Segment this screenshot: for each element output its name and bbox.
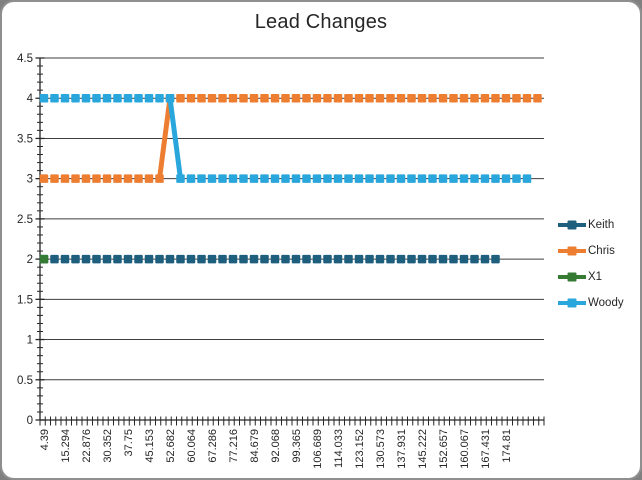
svg-text:0.5: 0.5 [17, 375, 33, 387]
legend-item-x1[interactable]: X1 [558, 271, 624, 283]
series-keith[interactable] [39, 254, 500, 264]
svg-text:174.81: 174.81 [501, 429, 513, 463]
legend-item-chris[interactable]: Chris [558, 245, 624, 257]
x-axis [39, 416, 545, 426]
chart-title[interactable]: Lead Changes [254, 11, 388, 33]
svg-text:145.222: 145.222 [417, 429, 429, 469]
svg-text:3.5: 3.5 [17, 133, 33, 145]
legend-item-woody[interactable]: Woody [558, 297, 624, 309]
svg-text:130.573: 130.573 [375, 429, 387, 469]
series-x1[interactable] [39, 254, 49, 264]
y-axis-labels: 0 0.5 1 1.5 2 2.5 3 3.5 4 4.5 [17, 53, 34, 427]
legend-swatch-x1 [558, 272, 586, 282]
svg-text:4: 4 [27, 93, 34, 105]
svg-text:1: 1 [27, 335, 33, 347]
svg-text:30.352: 30.352 [102, 429, 114, 463]
svg-text:167.431: 167.431 [480, 429, 492, 469]
legend-item-keith[interactable]: Keith [558, 219, 624, 231]
svg-text:137.931: 137.931 [396, 429, 408, 469]
legend-label-chris: Chris [588, 245, 615, 257]
svg-text:0: 0 [27, 415, 33, 427]
legend-label-woody: Woody [588, 297, 624, 309]
svg-text:99.365: 99.365 [291, 429, 303, 463]
svg-text:3: 3 [27, 174, 33, 186]
legend: Keith Chris X1 Woody [558, 219, 624, 309]
legend-swatch-woody [558, 298, 586, 308]
svg-text:37.75: 37.75 [123, 429, 135, 457]
svg-text:92.068: 92.068 [270, 429, 282, 463]
y-axis [35, 57, 45, 421]
series-woody[interactable] [39, 93, 532, 183]
svg-text:22.876: 22.876 [81, 429, 93, 463]
legend-swatch-keith [558, 220, 586, 230]
svg-text:45.153: 45.153 [144, 429, 156, 463]
svg-text:4.39: 4.39 [39, 429, 51, 450]
svg-text:152.657: 152.657 [438, 429, 450, 469]
x-axis-labels: 4.39 15.294 22.876 30.352 37.75 45.153 52.682 6… [39, 429, 513, 469]
svg-text:15.294: 15.294 [60, 429, 72, 463]
svg-text:84.679: 84.679 [249, 429, 261, 463]
y-gridlines [40, 57, 544, 381]
svg-text:2.5: 2.5 [17, 214, 33, 226]
svg-text:114.033: 114.033 [333, 429, 345, 468]
svg-text:60.064: 60.064 [186, 429, 198, 463]
svg-text:67.286: 67.286 [207, 429, 219, 463]
legend-label-keith: Keith [588, 219, 615, 231]
svg-text:52.682: 52.682 [165, 429, 177, 463]
legend-label-x1: X1 [588, 271, 603, 283]
legend-swatch-chris [558, 246, 586, 256]
svg-text:2: 2 [27, 254, 33, 266]
svg-text:4.5: 4.5 [17, 53, 33, 65]
svg-text:123.152: 123.152 [354, 429, 366, 469]
svg-text:77.216: 77.216 [228, 429, 240, 463]
svg-text:160.067: 160.067 [459, 429, 471, 469]
svg-text:1.5: 1.5 [17, 294, 33, 306]
svg-text:106.689: 106.689 [312, 429, 324, 469]
